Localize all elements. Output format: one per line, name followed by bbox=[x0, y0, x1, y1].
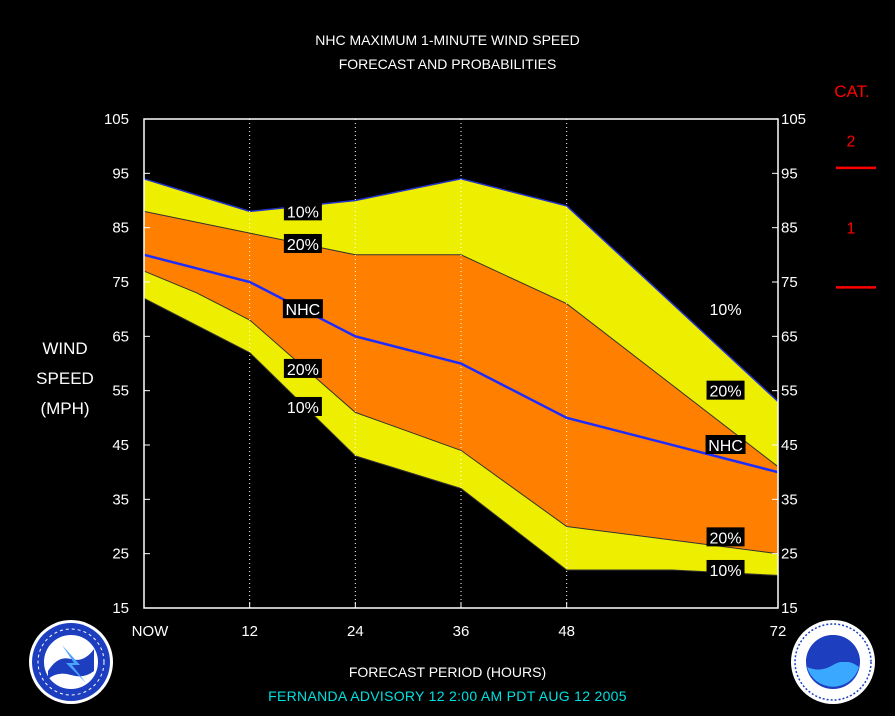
annotation-text: 10% bbox=[710, 302, 742, 319]
y-axis-label-line2: SPEED bbox=[36, 369, 94, 388]
y-tick-label-right-45: 45 bbox=[781, 437, 798, 454]
annotation-box bbox=[706, 299, 745, 319]
band-20-percent bbox=[144, 211, 778, 554]
annotation-text: 10% bbox=[710, 563, 742, 580]
annotation-text: NHC bbox=[708, 438, 743, 455]
y-tick-label-right-65: 65 bbox=[781, 328, 798, 345]
x-tick-label-12: 12 bbox=[241, 623, 258, 640]
y-axis-label-line1: WIND bbox=[42, 339, 88, 358]
y-tick-label-left-65: 65 bbox=[112, 328, 129, 345]
y-tick-label-right-95: 95 bbox=[781, 165, 798, 182]
nhc-forecast-line bbox=[143, 253, 779, 474]
annotation-text: 20% bbox=[710, 530, 742, 547]
annotation-label-20pct-3: 20% bbox=[283, 358, 322, 379]
y-tick-label-right-25: 25 bbox=[781, 546, 798, 563]
y-tick-label-left-25: 25 bbox=[112, 546, 129, 563]
boundary-line-lower-20% bbox=[143, 270, 779, 555]
annotation-label-10pct-9: 10% bbox=[706, 559, 745, 580]
x-tick-label-24: 24 bbox=[347, 623, 364, 640]
boundary-line-lower-10% bbox=[143, 297, 779, 576]
category-label-2: 2 bbox=[847, 134, 856, 151]
y-tick-label-left-45: 45 bbox=[112, 437, 129, 454]
x-axis-label: FORECAST PERIOD (HOURS) bbox=[348, 664, 547, 680]
y-axis-label-line3: (MPH) bbox=[40, 399, 90, 418]
boundary-line-upper-20% bbox=[143, 210, 779, 468]
y-tick-label-right-15: 15 bbox=[781, 600, 798, 617]
y-tick-label-left-35: 35 bbox=[112, 491, 129, 508]
annotation-box bbox=[283, 201, 322, 221]
category-legend-title: CAT. bbox=[834, 82, 870, 101]
annotation-label-10pct-4: 10% bbox=[283, 396, 322, 417]
category-label-1: 1 bbox=[847, 221, 856, 238]
nws-logo-icon bbox=[29, 620, 113, 704]
annotation-box bbox=[283, 358, 322, 378]
y-tick-label-left-55: 55 bbox=[112, 383, 129, 400]
annotation-box bbox=[283, 396, 322, 416]
chart-title: NHC MAXIMUM 1-MINUTE WIND SPEED bbox=[315, 32, 580, 48]
annotation-label-20pct-8: 20% bbox=[706, 527, 745, 547]
annotation-label-10pct-0: 10% bbox=[283, 201, 322, 221]
annotation-box bbox=[283, 233, 322, 253]
annotation-text: 10% bbox=[287, 400, 319, 417]
y-tick-label-left-105: 105 bbox=[104, 111, 129, 128]
y-tick-label-left-95: 95 bbox=[112, 165, 129, 182]
y-tick-label-left-85: 85 bbox=[112, 220, 129, 237]
annotation-box bbox=[706, 527, 745, 547]
y-tick-label-right-75: 75 bbox=[781, 274, 798, 291]
annotation-text: 10% bbox=[287, 204, 319, 221]
x-tick-label-72: 72 bbox=[770, 623, 787, 640]
boundary-line-upper-10% bbox=[143, 178, 779, 403]
annotation-box bbox=[705, 435, 746, 454]
y-tick-label-left-15: 15 bbox=[112, 600, 129, 617]
y-tick-label-right-35: 35 bbox=[781, 491, 798, 508]
annotation-text: 20% bbox=[287, 237, 319, 254]
annotation-label-20pct-1: 20% bbox=[283, 233, 322, 254]
annotation-text: 20% bbox=[287, 362, 319, 379]
y-tick-label-right-55: 55 bbox=[781, 383, 798, 400]
annotation-box bbox=[706, 559, 745, 579]
annotation-text: 20% bbox=[710, 384, 742, 401]
x-tick-label-36: 36 bbox=[453, 623, 470, 640]
x-tick-label-48: 48 bbox=[558, 623, 575, 640]
annotation-text: NHC bbox=[286, 302, 321, 319]
annotation-label-10pct-5: 10% bbox=[706, 299, 745, 319]
y-tick-label-right-85: 85 bbox=[781, 220, 798, 237]
annotation-label-20pct-6: 20% bbox=[706, 380, 745, 401]
annotation-label-NHC-7: NHC bbox=[705, 435, 746, 455]
y-tick-label-right-105: 105 bbox=[781, 111, 806, 128]
y-tick-label-left-75: 75 bbox=[112, 274, 129, 291]
annotation-box bbox=[282, 299, 323, 319]
x-tick-label-NOW: NOW bbox=[132, 623, 170, 640]
chart-subtitle: FORECAST AND PROBABILITIES bbox=[338, 56, 557, 72]
advisory-info: FERNANDA ADVISORY 12 2:00 AM PDT AUG 12 … bbox=[268, 688, 627, 704]
annotation-box bbox=[706, 380, 745, 400]
noaa-logo-icon bbox=[791, 620, 875, 704]
annotation-label-NHC-2: NHC bbox=[282, 299, 323, 319]
